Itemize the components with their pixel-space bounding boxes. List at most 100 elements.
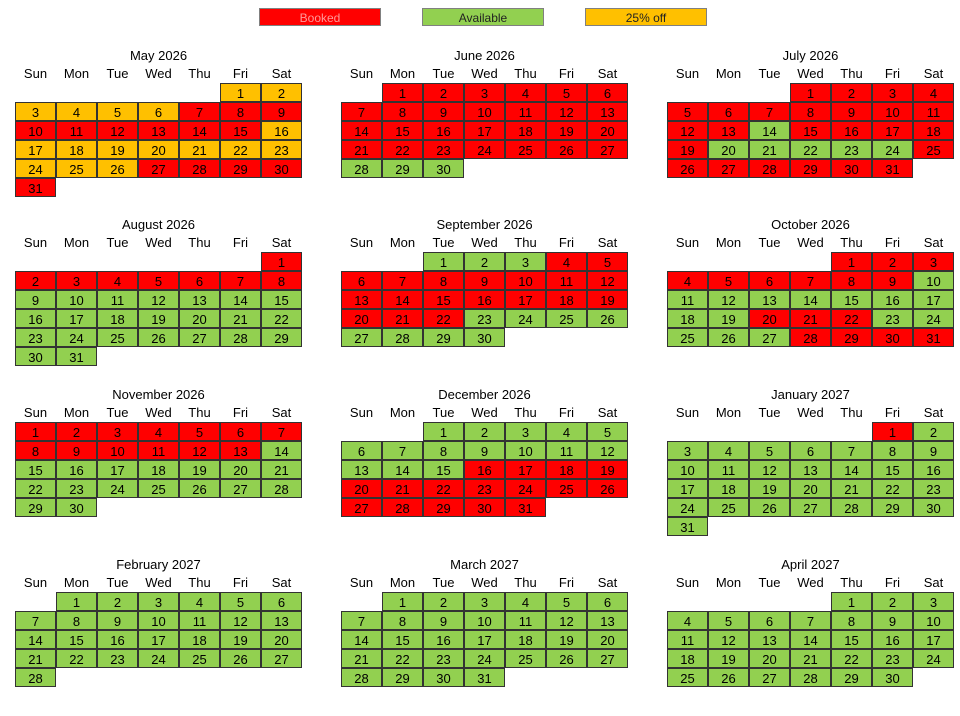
day-cell[interactable]: 17 (56, 309, 97, 328)
day-cell[interactable]: 12 (546, 611, 587, 630)
day-cell[interactable]: 22 (872, 479, 913, 498)
day-cell[interactable]: 2 (464, 252, 505, 271)
day-cell[interactable]: 18 (546, 460, 587, 479)
day-cell[interactable]: 2 (913, 422, 954, 441)
day-cell[interactable]: 16 (423, 121, 464, 140)
day-cell[interactable]: 4 (546, 252, 587, 271)
day-cell[interactable]: 6 (138, 102, 179, 121)
day-cell[interactable]: 20 (749, 309, 790, 328)
day-cell[interactable]: 21 (15, 649, 56, 668)
day-cell[interactable]: 15 (423, 460, 464, 479)
day-cell[interactable]: 6 (179, 271, 220, 290)
day-cell[interactable]: 29 (831, 328, 872, 347)
day-cell[interactable]: 20 (341, 479, 382, 498)
day-cell[interactable]: 27 (341, 498, 382, 517)
day-cell[interactable]: 18 (708, 479, 749, 498)
day-cell[interactable]: 9 (56, 441, 97, 460)
day-cell[interactable]: 10 (913, 271, 954, 290)
day-cell[interactable]: 10 (667, 460, 708, 479)
day-cell[interactable]: 7 (220, 271, 261, 290)
day-cell[interactable]: 27 (790, 498, 831, 517)
day-cell[interactable]: 26 (749, 498, 790, 517)
day-cell[interactable]: 19 (179, 460, 220, 479)
day-cell[interactable]: 8 (56, 611, 97, 630)
day-cell[interactable]: 25 (546, 309, 587, 328)
day-cell[interactable]: 14 (790, 630, 831, 649)
day-cell[interactable]: 5 (667, 102, 708, 121)
day-cell[interactable]: 2 (97, 592, 138, 611)
day-cell[interactable]: 7 (341, 102, 382, 121)
day-cell[interactable]: 26 (708, 328, 749, 347)
day-cell[interactable]: 15 (831, 630, 872, 649)
day-cell[interactable]: 9 (464, 441, 505, 460)
day-cell[interactable]: 26 (220, 649, 261, 668)
day-cell[interactable]: 5 (587, 252, 628, 271)
day-cell[interactable]: 22 (382, 649, 423, 668)
day-cell[interactable]: 9 (872, 271, 913, 290)
day-cell[interactable]: 15 (872, 460, 913, 479)
day-cell[interactable]: 17 (913, 290, 954, 309)
day-cell[interactable]: 28 (831, 498, 872, 517)
day-cell[interactable]: 13 (749, 630, 790, 649)
day-cell[interactable]: 3 (56, 271, 97, 290)
day-cell[interactable]: 30 (261, 159, 302, 178)
day-cell[interactable]: 1 (382, 592, 423, 611)
day-cell[interactable]: 7 (790, 611, 831, 630)
day-cell[interactable]: 9 (423, 102, 464, 121)
day-cell[interactable]: 30 (872, 668, 913, 687)
day-cell[interactable]: 12 (749, 460, 790, 479)
day-cell[interactable]: 3 (97, 422, 138, 441)
day-cell[interactable]: 10 (464, 611, 505, 630)
day-cell[interactable]: 15 (15, 460, 56, 479)
day-cell[interactable]: 4 (138, 422, 179, 441)
day-cell[interactable]: 27 (220, 479, 261, 498)
day-cell[interactable]: 12 (708, 290, 749, 309)
day-cell[interactable]: 22 (423, 479, 464, 498)
day-cell[interactable]: 23 (831, 140, 872, 159)
day-cell[interactable]: 10 (464, 102, 505, 121)
day-cell[interactable]: 27 (749, 668, 790, 687)
day-cell[interactable]: 17 (505, 460, 546, 479)
day-cell[interactable]: 14 (15, 630, 56, 649)
day-cell[interactable]: 21 (831, 479, 872, 498)
day-cell[interactable]: 13 (261, 611, 302, 630)
day-cell[interactable]: 17 (505, 290, 546, 309)
day-cell[interactable]: 16 (872, 630, 913, 649)
day-cell[interactable]: 30 (831, 159, 872, 178)
day-cell[interactable]: 13 (138, 121, 179, 140)
day-cell[interactable]: 11 (913, 102, 954, 121)
day-cell[interactable]: 5 (708, 271, 749, 290)
day-cell[interactable]: 18 (546, 290, 587, 309)
day-cell[interactable]: 20 (708, 140, 749, 159)
day-cell[interactable]: 27 (708, 159, 749, 178)
day-cell[interactable]: 24 (667, 498, 708, 517)
day-cell[interactable]: 3 (505, 252, 546, 271)
day-cell[interactable]: 16 (913, 460, 954, 479)
day-cell[interactable]: 1 (382, 83, 423, 102)
day-cell[interactable]: 26 (179, 479, 220, 498)
day-cell[interactable]: 14 (749, 121, 790, 140)
day-cell[interactable]: 13 (708, 121, 749, 140)
day-cell[interactable]: 11 (56, 121, 97, 140)
day-cell[interactable]: 24 (913, 309, 954, 328)
day-cell[interactable]: 5 (97, 102, 138, 121)
day-cell[interactable]: 12 (97, 121, 138, 140)
day-cell[interactable]: 9 (831, 102, 872, 121)
day-cell[interactable]: 17 (97, 460, 138, 479)
day-cell[interactable]: 27 (749, 328, 790, 347)
day-cell[interactable]: 14 (382, 290, 423, 309)
day-cell[interactable]: 4 (667, 611, 708, 630)
day-cell[interactable]: 18 (138, 460, 179, 479)
day-cell[interactable]: 28 (341, 668, 382, 687)
day-cell[interactable]: 8 (872, 441, 913, 460)
day-cell[interactable]: 26 (667, 159, 708, 178)
day-cell[interactable]: 9 (872, 611, 913, 630)
day-cell[interactable]: 28 (15, 668, 56, 687)
day-cell[interactable]: 17 (872, 121, 913, 140)
day-cell[interactable]: 20 (220, 460, 261, 479)
day-cell[interactable]: 11 (667, 630, 708, 649)
day-cell[interactable]: 15 (790, 121, 831, 140)
day-cell[interactable]: 16 (831, 121, 872, 140)
day-cell[interactable]: 31 (464, 668, 505, 687)
day-cell[interactable]: 16 (872, 290, 913, 309)
